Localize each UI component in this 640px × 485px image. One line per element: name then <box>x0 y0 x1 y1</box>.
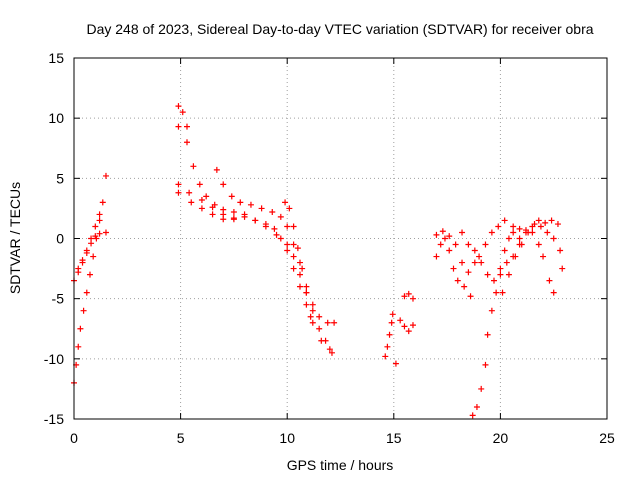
y-tick-label: -15 <box>44 411 64 427</box>
y-tick-label: -5 <box>52 291 65 307</box>
x-tick-label: 0 <box>70 430 78 446</box>
x-tick-label: 15 <box>386 430 402 446</box>
y-tick-label: 10 <box>48 110 64 126</box>
x-tick-label: 25 <box>599 430 615 446</box>
chart-root: 0 5 10 15 20 25 -15 -10 -5 0 5 10 15 Day 248 of 2023… <box>0 0 640 480</box>
y-tick-label: 0 <box>56 231 64 247</box>
y-tick-label: -10 <box>44 351 64 367</box>
y-axis-label: SDTVAR / TECUs <box>7 182 23 294</box>
sdtvar-chart: 0 5 10 15 20 25 -15 -10 -5 0 5 10 15 Day 248 of 2023… <box>0 0 640 480</box>
x-axis-label: GPS time / hours <box>287 457 394 473</box>
x-tick-label: 20 <box>493 430 509 446</box>
x-tick-label: 10 <box>279 430 295 446</box>
y-tick-label: 15 <box>48 50 64 66</box>
x-tick-label: 5 <box>177 430 185 446</box>
chart-title: Day 248 of 2023, Sidereal Day-to-day VTE… <box>86 21 593 37</box>
y-tick-label: 5 <box>56 170 64 186</box>
